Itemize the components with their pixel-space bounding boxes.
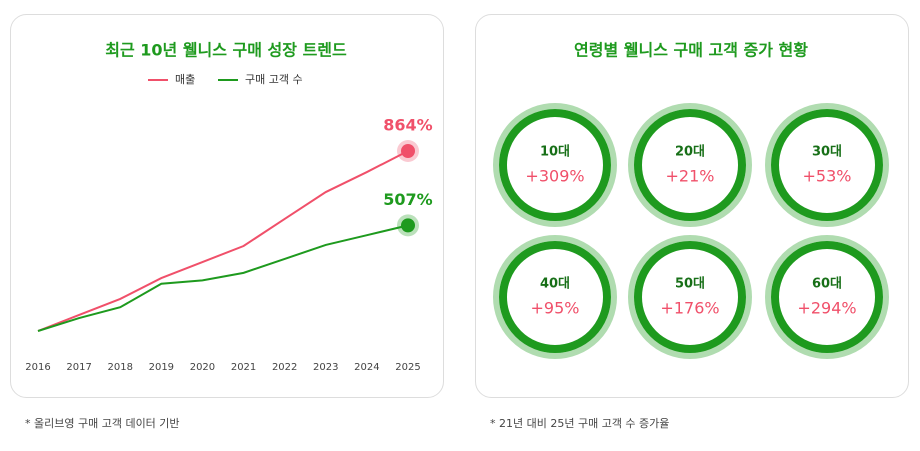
value-label: +176% bbox=[660, 299, 719, 318]
end-point bbox=[401, 218, 415, 233]
x-tick-label: 2021 bbox=[231, 362, 256, 373]
x-tick-label: 2017 bbox=[66, 362, 91, 373]
ring bbox=[499, 241, 611, 353]
line bbox=[37, 150, 409, 332]
ring bbox=[499, 109, 611, 221]
category-label: 60대 bbox=[812, 277, 842, 292]
category-label: 20대 bbox=[675, 145, 705, 160]
x-tick-label: 2023 bbox=[313, 362, 338, 373]
x-tick-label: 2024 bbox=[354, 362, 379, 373]
legend-label: 매출 bbox=[175, 73, 195, 86]
value-label: +294% bbox=[797, 299, 856, 318]
category-label: 10대 bbox=[540, 145, 570, 160]
value-label: +309% bbox=[525, 167, 584, 186]
category-label: 30대 bbox=[812, 145, 842, 160]
end-label: 864% bbox=[383, 116, 432, 135]
x-tick-label: 2018 bbox=[107, 362, 132, 373]
value-label: +53% bbox=[803, 167, 852, 186]
category-label: 40대 bbox=[540, 277, 570, 292]
x-tick-label: 2019 bbox=[149, 362, 174, 373]
ring bbox=[634, 241, 746, 353]
end-label: 507% bbox=[383, 190, 432, 209]
x-tick-label: 2025 bbox=[395, 362, 420, 373]
x-tick-label: 2016 bbox=[25, 362, 50, 373]
footnote: * 올리브영 구매 고객 데이터 기반 bbox=[25, 417, 180, 430]
chart-title: 최근 10년 웰니스 구매 성장 트렌드 bbox=[105, 41, 347, 60]
chart-title: 연령별 웰니스 구매 고객 증가 현황 bbox=[574, 41, 808, 60]
card-left bbox=[10, 14, 444, 398]
line bbox=[37, 224, 409, 332]
end-point bbox=[401, 144, 415, 158]
value-label: +95% bbox=[531, 299, 580, 318]
footnote: * 21년 대비 25년 구매 고객 수 증가율 bbox=[490, 417, 669, 430]
legend-label: 구매 고객 수 bbox=[245, 73, 303, 86]
x-tick-label: 2022 bbox=[272, 362, 297, 373]
value-label: +21% bbox=[666, 167, 715, 186]
ring bbox=[771, 109, 883, 221]
ring bbox=[771, 241, 883, 353]
x-tick-label: 2020 bbox=[190, 362, 215, 373]
category-label: 50대 bbox=[675, 277, 705, 292]
ring bbox=[634, 109, 746, 221]
